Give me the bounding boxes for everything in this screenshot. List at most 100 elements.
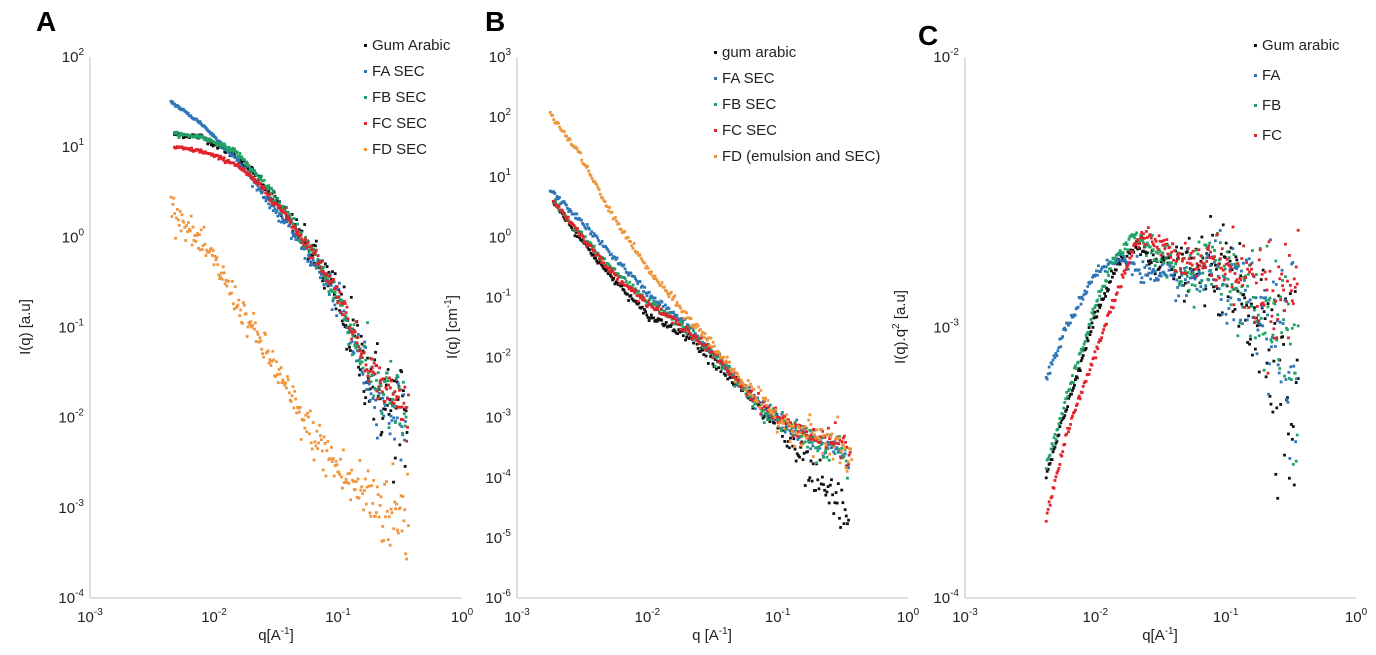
data-point [1261,268,1265,272]
data-point [275,373,279,376]
data-point [815,428,819,432]
data-point [676,332,679,336]
data-point [1268,296,1272,300]
data-point [757,385,761,389]
data-point [1260,272,1264,276]
data-point [1271,280,1275,284]
data-point [293,389,297,393]
data-point [1251,272,1254,276]
data-point [1106,314,1109,317]
data-point [1284,275,1287,279]
data-point [704,346,708,350]
data-point [632,275,636,278]
data-point [820,436,824,440]
data-point [1267,298,1271,302]
data-point [739,378,743,382]
data-point [772,411,776,415]
data-point [364,502,368,506]
data-point [781,434,784,438]
data-point [255,330,259,334]
data-point [1075,402,1079,406]
data-point [768,417,772,421]
data-point [382,407,386,411]
data-point [1282,318,1285,321]
data-point [666,292,670,296]
data-point [770,409,773,413]
y-tick-label: 10-3 [58,498,84,517]
data-point [1091,326,1095,329]
data-point [1125,265,1129,269]
data-point [1130,233,1134,237]
data-point [573,212,576,216]
data-point [610,275,613,279]
data-point [788,440,792,444]
data-point [671,321,674,325]
data-point [1187,288,1191,292]
data-point [794,459,798,463]
data-point [1198,272,1202,276]
data-point [371,357,375,361]
data-point [1066,405,1070,409]
data-point [1201,256,1205,260]
data-point [324,282,328,286]
data-point [333,303,337,307]
data-point [198,120,202,123]
data-point [806,437,810,441]
data-point [1246,300,1250,304]
data-point [246,325,250,329]
data-point [557,121,560,125]
data-point [690,337,694,341]
series-fb-sec [173,130,409,435]
series-gum-arabic [1044,215,1300,500]
data-point [598,192,602,196]
data-point [610,210,614,214]
data-point [840,488,844,492]
data-point [287,211,290,215]
data-point [1116,253,1120,257]
data-point [735,378,739,382]
data-point [590,230,594,234]
data-point [1146,274,1150,277]
data-point [1091,307,1095,311]
data-point [631,247,635,250]
data-point [652,303,656,306]
data-point [827,501,831,505]
data-point [1112,262,1116,266]
data-point [645,294,649,298]
data-point [347,481,351,485]
data-point [849,447,852,451]
data-point [1151,269,1154,273]
data-point [358,362,362,366]
data-point [597,188,601,192]
data-point [276,203,279,207]
data-point [315,262,319,266]
data-point [268,206,272,210]
data-point [232,307,236,311]
data-point [1182,299,1186,303]
data-point [1228,290,1232,294]
data-point [356,333,360,336]
data-point [243,166,247,170]
data-point [1173,273,1177,277]
data-point [1107,312,1110,316]
data-point [1196,273,1200,277]
data-point [735,381,739,385]
data-point [379,384,383,388]
data-point [381,417,385,420]
data-point [1294,440,1298,444]
data-point [222,271,226,275]
data-point [1274,299,1278,303]
data-point [1139,280,1143,284]
data-point [1088,333,1092,336]
data-point [1284,378,1288,381]
data-point [1291,302,1295,306]
data-point [1221,268,1225,272]
data-point [199,121,203,125]
data-point [1248,270,1251,274]
data-point [281,378,285,382]
data-point [641,298,645,302]
data-point [640,305,644,309]
data-point [198,233,201,237]
data-point [360,485,364,489]
data-point [256,184,260,188]
